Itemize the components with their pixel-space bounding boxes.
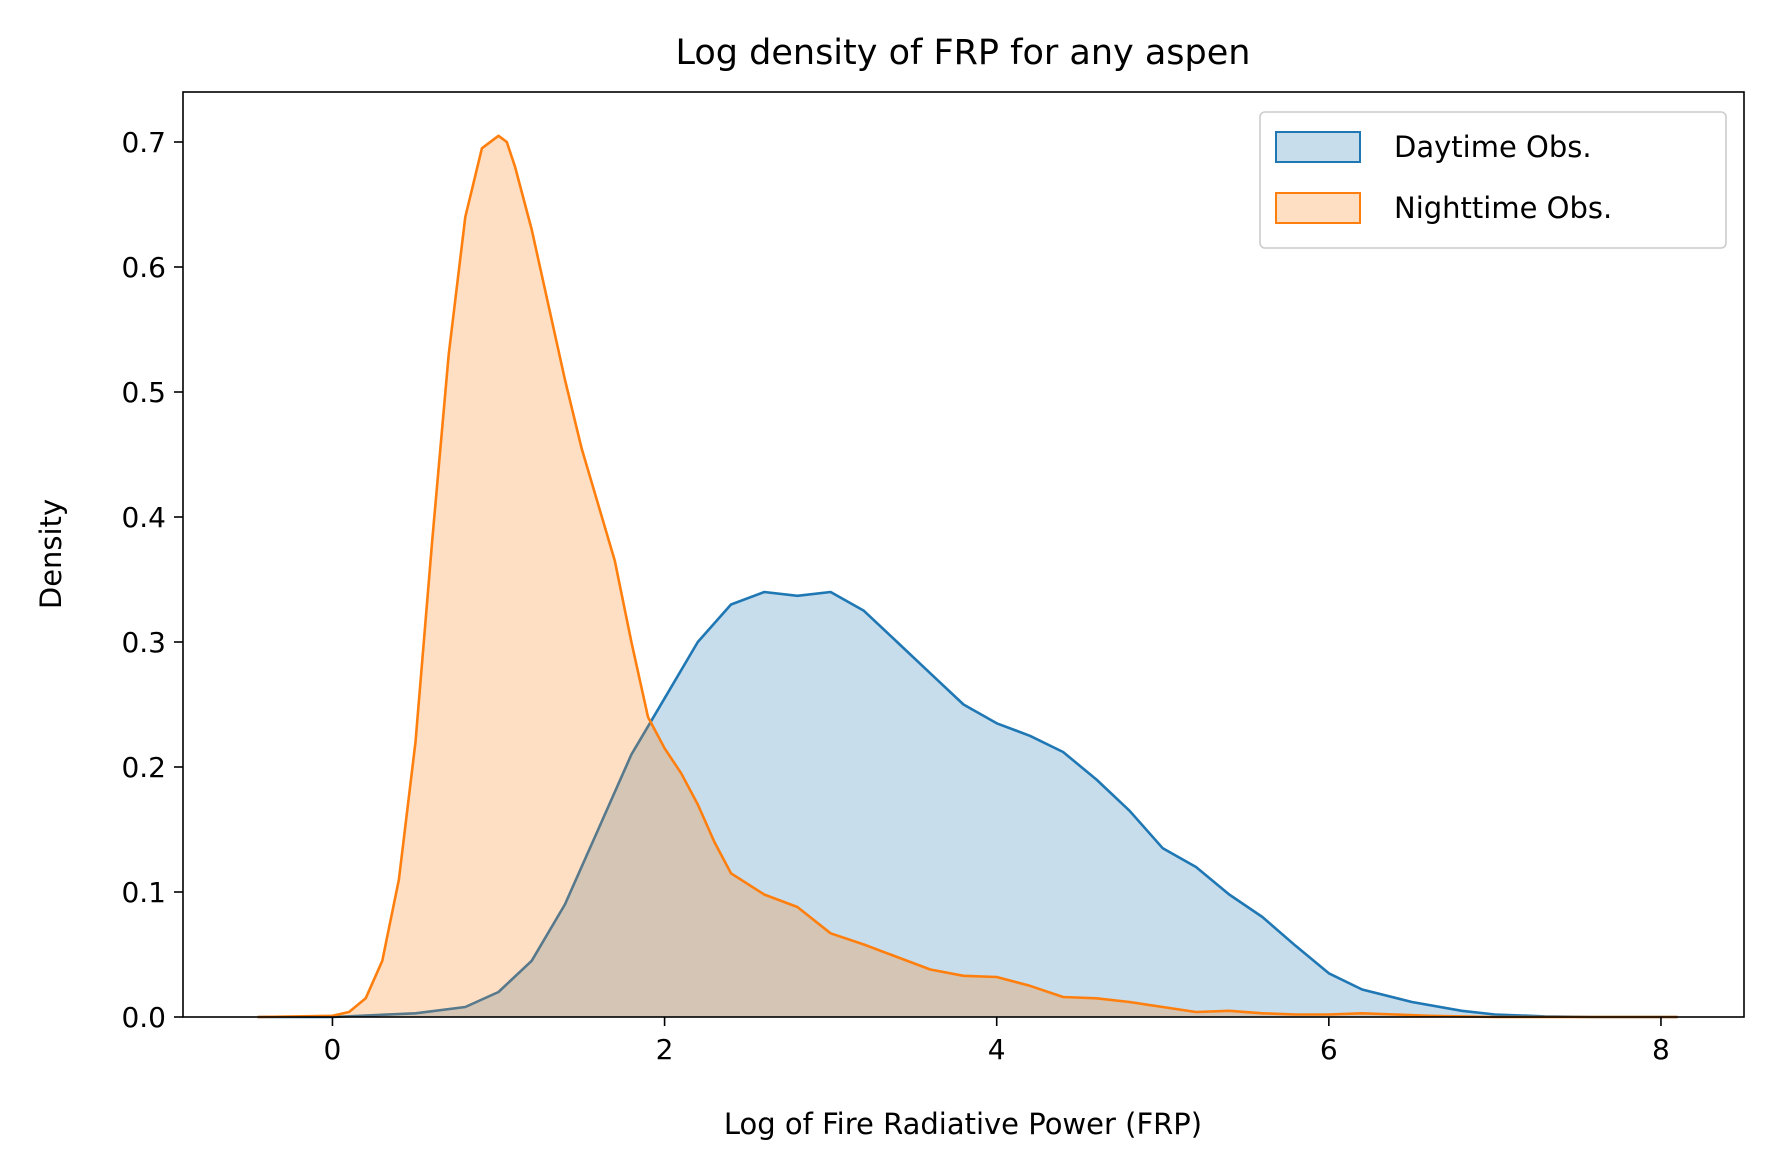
legend-swatch-daytime	[1275, 131, 1361, 163]
x-tick-label: 8	[1652, 1033, 1670, 1066]
y-tick-label: 0.3	[121, 626, 166, 659]
legend-label-daytime: Daytime Obs.	[1394, 130, 1592, 164]
x-tick-label: 0	[324, 1033, 342, 1066]
x-tick-label: 2	[656, 1033, 674, 1066]
y-tick-label: 0.2	[121, 751, 166, 784]
x-tick-label: 6	[1320, 1033, 1338, 1066]
legend-label-nighttime: Nighttime Obs.	[1394, 191, 1612, 225]
y-tick-label: 0.6	[121, 251, 166, 284]
x-tick-label: 4	[988, 1033, 1006, 1066]
y-axis: 0.0 0.1 0.2 0.3 0.4 0.5 0.6 0.7	[121, 126, 183, 1034]
legend-swatch-nighttime	[1275, 192, 1361, 224]
y-tick-label: 0.4	[121, 501, 166, 534]
chart-title: Log density of FRP for any aspen	[676, 33, 1251, 73]
y-axis-label: Density	[34, 499, 68, 609]
density-line-daytime-obs	[257, 590, 1678, 1019]
x-axis-label: Log of Fire Radiative Power (FRP)	[724, 1107, 1202, 1141]
density-line-nighttime-obs	[257, 134, 1678, 1019]
y-tick-label: 0.5	[121, 376, 166, 409]
plot-areas	[257, 134, 1678, 1019]
y-tick-label: 0.1	[121, 876, 166, 909]
y-tick-label: 0.0	[121, 1001, 166, 1034]
y-tick-label: 0.7	[121, 126, 166, 159]
x-axis: 0 2 4 6 8	[324, 1017, 1670, 1066]
plot-frame	[182, 91, 1745, 1018]
area-fill-daytime-obs	[257, 592, 1678, 1017]
legend-box	[1259, 111, 1727, 249]
legend: Daytime Obs. Nighttime Obs.	[1259, 111, 1727, 249]
area-fill-nighttime-obs	[257, 135, 1678, 1018]
